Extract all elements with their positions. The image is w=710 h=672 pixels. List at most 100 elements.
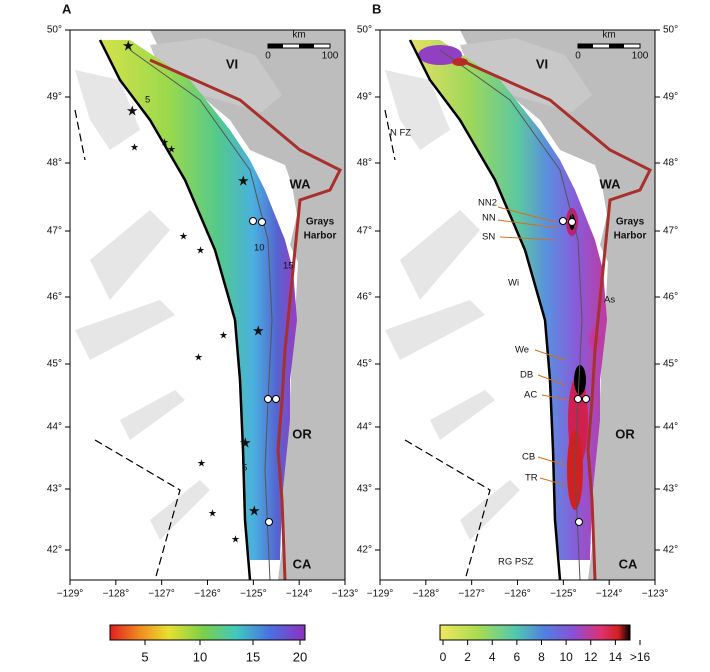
lon-tick-label: −127° — [148, 589, 175, 600]
svg-text:★: ★ — [248, 503, 261, 519]
place-label: WA — [290, 176, 312, 191]
feature-label: CB — [522, 452, 535, 463]
colorbar-label: 10 — [193, 649, 207, 664]
place-label: VI — [226, 56, 238, 71]
svg-text:★: ★ — [239, 435, 252, 451]
lat-tick-label: 50° — [47, 25, 62, 36]
lon-tick-label: −123° — [332, 589, 359, 600]
place-label: Grays — [306, 217, 335, 228]
feature-label: NN — [482, 213, 496, 224]
panel-label: A — [62, 1, 72, 16]
colorbar — [109, 624, 306, 641]
colorbar-label: 20 — [293, 649, 307, 664]
svg-text:★: ★ — [219, 331, 228, 342]
colorbar-label: 0 — [440, 650, 447, 664]
place-label: VI — [536, 56, 548, 71]
stations — [559, 217, 590, 526]
svg-text:★: ★ — [237, 173, 250, 189]
leader-lines — [497, 206, 569, 486]
feature-label: TR — [525, 473, 538, 484]
place-label: CA — [293, 556, 312, 571]
lat-tick-label: 49° — [47, 92, 62, 103]
lat-tick-label: 48° — [47, 158, 62, 169]
scale-tick: 0 — [265, 51, 271, 62]
lon-tick-label: −124° — [596, 589, 623, 600]
lat-tick-label: 50° — [663, 25, 678, 36]
scale-unit: km — [602, 30, 615, 41]
lon-tick-label: −129° — [57, 589, 84, 600]
lon-tick-label: −124° — [286, 589, 313, 600]
contour-label: 15 — [283, 261, 294, 272]
lat-tick-label: 46° — [357, 292, 372, 303]
lat-tick-label: 43° — [47, 484, 62, 495]
place-label: Harbor — [304, 231, 337, 242]
scale-tick: 0 — [575, 51, 581, 62]
svg-text:★: ★ — [196, 246, 205, 257]
lon-tick-label: −125° — [240, 589, 267, 600]
lat-tick-label: 48° — [663, 158, 678, 169]
colorbar — [439, 624, 631, 641]
feature-label: DB — [520, 370, 533, 381]
feature-label: AC — [524, 390, 537, 401]
svg-text:★: ★ — [208, 509, 217, 520]
lon-tick-label: −123° — [642, 589, 669, 600]
lat-tick-label: 44° — [47, 422, 62, 433]
place-label: OR — [292, 426, 312, 441]
contour-label: 5 — [242, 463, 247, 474]
feature-label: N FZ — [390, 128, 411, 139]
svg-text:★: ★ — [160, 138, 169, 149]
feature-label: As — [604, 295, 615, 306]
place-label: Grays — [616, 217, 645, 228]
svg-text:★: ★ — [179, 232, 188, 243]
stations — [249, 217, 280, 526]
feature-label: We — [515, 345, 529, 356]
contour-label: 10 — [254, 243, 265, 254]
lat-tick-label: 42° — [357, 545, 372, 556]
place-label: CA — [619, 556, 638, 571]
lat-tick-label: 49° — [357, 92, 372, 103]
lat-tick-label: 50° — [357, 25, 372, 36]
colorbar-label: 2 — [464, 650, 471, 664]
lon-tick-label: −128° — [103, 589, 130, 600]
lon-tick-label: −128° — [413, 589, 440, 600]
lat-tick-label: 45° — [47, 359, 62, 370]
lat-tick-label: 45° — [357, 359, 372, 370]
colorbar-label: 8 — [538, 650, 545, 664]
lat-tick-label: 47° — [663, 226, 678, 237]
lat-tick-label: 42° — [663, 545, 678, 556]
scale-tick: 100 — [632, 51, 649, 62]
feature-label: SN — [482, 232, 495, 243]
scale-bar: km 0 100 — [265, 30, 339, 62]
feature-label: Wi — [508, 278, 519, 289]
panel-b: B km 0 100 VI WA Grays Harbor OR CA N FZ… — [372, 1, 656, 641]
colorbar-label: 12 — [584, 650, 598, 664]
lon-tick-label: −127° — [458, 589, 485, 600]
scale-unit: km — [292, 30, 305, 41]
panel-a: ★★ ★ ★ ★★ ★★ ★ ★ ★★ ★★ ★★ A km 0 100 VI WA — [62, 1, 346, 641]
svg-text:★: ★ — [126, 103, 139, 119]
lat-tick-label: 44° — [663, 422, 678, 433]
colorbar-label: 5 — [141, 649, 148, 664]
colorbar-label: 15 — [246, 649, 260, 664]
colorbar-label: >16 — [630, 650, 651, 664]
lon-tick-label: −126° — [194, 589, 221, 600]
colorbar-label: 10 — [559, 650, 573, 664]
lat-tick-label: 42° — [47, 545, 62, 556]
lon-tick-label: −129° — [367, 589, 394, 600]
lat-tick-label: 47° — [47, 226, 62, 237]
svg-text:★: ★ — [194, 353, 203, 364]
svg-text:★: ★ — [130, 143, 139, 154]
lat-tick-label: 45° — [663, 359, 678, 370]
svg-text:★: ★ — [167, 145, 176, 156]
svg-text:★: ★ — [231, 535, 240, 546]
lat-tick-label: 43° — [663, 484, 678, 495]
lat-tick-label: 46° — [47, 292, 62, 303]
lat-tick-label: 44° — [357, 422, 372, 433]
scale-bar: km 0 100 — [575, 30, 649, 62]
colorbar-label: 14 — [609, 650, 623, 664]
place-label: Harbor — [614, 231, 647, 242]
panel-label: B — [372, 1, 381, 16]
feature-label: RG PSZ — [498, 557, 534, 568]
lon-tick-label: −125° — [550, 589, 577, 600]
